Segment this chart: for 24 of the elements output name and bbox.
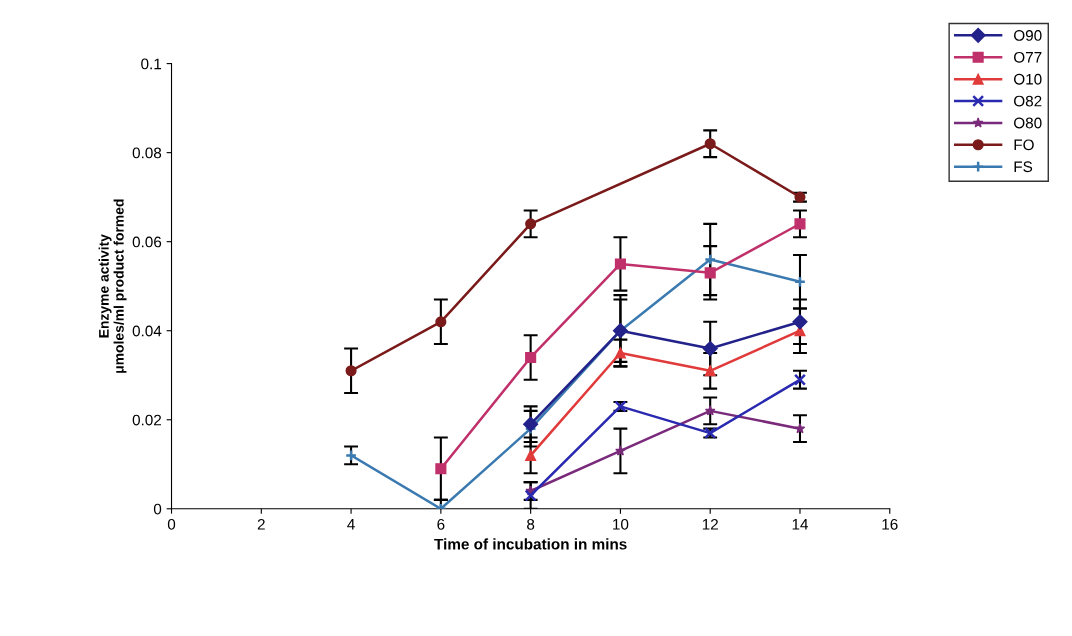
y-tick-label: 0.08 — [132, 147, 162, 159]
x-tick-label: 10 — [613, 518, 629, 530]
x-tick-label: 0 — [167, 518, 176, 530]
x-tick-label: 4 — [347, 519, 355, 530]
legend-label: FS — [1014, 161, 1033, 173]
y-tick-label: 0.06 — [132, 236, 162, 248]
legend-label: O77 — [1014, 51, 1042, 63]
x-tick-label: 12 — [702, 518, 718, 530]
x-tick-label: 2 — [257, 518, 265, 530]
legend-label: O82 — [1014, 95, 1042, 107]
x-tick-label: 8 — [527, 518, 535, 530]
x-tick-label: 14 — [792, 519, 809, 530]
y-tick-label: 0 — [153, 503, 162, 515]
y-tick-label: 0.1 — [141, 58, 162, 70]
x-tick-label: 6 — [437, 518, 445, 530]
legend-label: O80 — [1014, 117, 1042, 129]
x-tick-label: 16 — [882, 518, 898, 530]
y-tick-label: 0.04 — [132, 325, 162, 337]
legend-label: O10 — [1014, 73, 1042, 85]
y-axis-title: Enzyme activity μmoles/ml product formed — [98, 199, 127, 373]
legend-label: FO — [1014, 139, 1034, 151]
legend-label: O90 — [1014, 30, 1042, 41]
y-tick-label: 0.02 — [132, 414, 162, 426]
x-axis-title: Time of incubation in mins — [434, 538, 627, 550]
